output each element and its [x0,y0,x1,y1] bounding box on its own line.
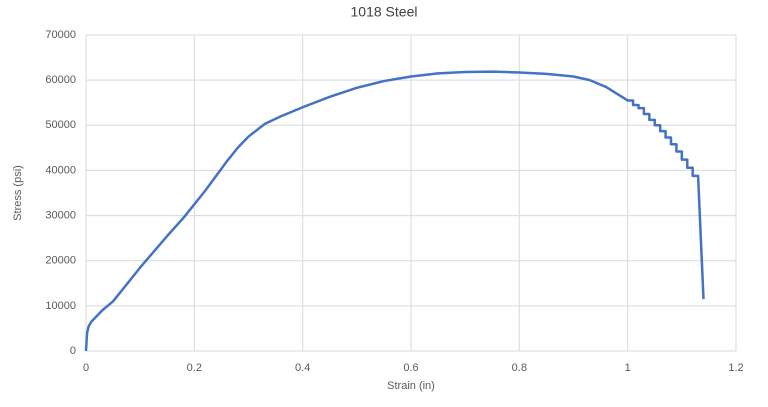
y-tick-label: 40000 [45,164,76,176]
y-tick-label: 10000 [45,300,76,312]
x-tick-label: 1.2 [728,362,743,374]
y-tick-label: 70000 [45,29,76,41]
x-tick-label: 0.6 [403,362,418,374]
chart-title: 1018 Steel [351,4,418,20]
y-tick-label: 30000 [45,209,76,221]
y-tick-label: 50000 [45,119,76,131]
x-tick-label: 0.4 [295,362,310,374]
y-tick-label: 60000 [45,74,76,86]
y-tick-label: 0 [70,345,76,357]
x-tick-label: 0 [83,362,89,374]
x-tick-label: 1 [625,362,631,374]
x-axis-label: Strain (in) [387,380,435,392]
data-line [84,70,705,352]
y-axis-label: Stress (psi) [12,165,24,221]
x-tick-label: 0.2 [187,362,202,374]
x-tick-label: 0.8 [512,362,527,374]
y-tick-label: 20000 [45,255,76,267]
